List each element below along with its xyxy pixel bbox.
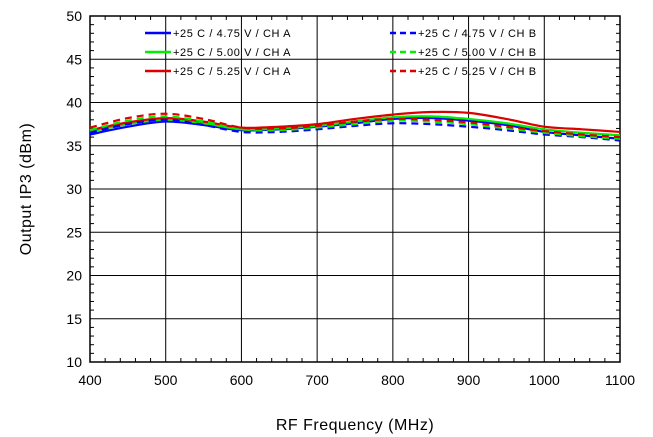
- legend-item-2: +25 C / 5.00 V / CH A: [145, 47, 291, 59]
- plot-frame: [89, 15, 621, 363]
- series-line-6: [89, 112, 621, 139]
- y-tick-label: 35: [66, 138, 82, 154]
- x-tick-label: 400: [78, 372, 102, 388]
- y-tick-label: 15: [66, 311, 82, 327]
- legend-label: +25 C / 5.00 V / CH A: [173, 47, 291, 59]
- y-tick-label: 45: [66, 51, 82, 67]
- x-tick-label: 900: [457, 372, 481, 388]
- legend-label: +25 C / 4.75 V / CH B: [418, 28, 537, 40]
- y-tick-label: 25: [66, 224, 82, 240]
- legend: +25 C / 4.75 V / CH A +25 C / 5.00 V / CH…: [145, 28, 537, 78]
- series-layer: [89, 110, 621, 142]
- legend-label: +25 C / 5.25 V / CH A: [173, 66, 291, 78]
- x-tick-labels: 400 500 600 700 800 900 1000 1100: [78, 372, 635, 388]
- legend-item-6: +25 C / 5.25 V / CH B: [390, 66, 537, 78]
- grid-lines: [89, 15, 621, 363]
- legend-item-5: +25 C / 5.00 V / CH B: [390, 47, 537, 59]
- x-tick-label: 700: [305, 372, 329, 388]
- legend-label: +25 C / 5.25 V / CH B: [418, 66, 537, 78]
- series-line-5: [89, 115, 621, 140]
- y-tick-label: 30: [66, 181, 82, 197]
- legend-item-4: +25 C / 4.75 V / CH B: [390, 28, 537, 40]
- legend-item-3: +25 C / 5.25 V / CH A: [145, 66, 291, 78]
- y-tick-label: 20: [66, 268, 82, 284]
- y-axis-title: Output IP3 (dBm): [18, 123, 35, 256]
- legend-label: +25 C / 4.75 V / CH A: [173, 28, 291, 40]
- y-tick-label: 10: [66, 354, 82, 370]
- x-tick-label: 500: [154, 372, 178, 388]
- x-tick-label: 800: [381, 372, 405, 388]
- x-tick-label: 1100: [605, 372, 635, 388]
- y-tick-labels: 10 15 20 25 30 35 40 45 50: [66, 8, 82, 370]
- legend-label: +25 C / 5.00 V / CH B: [418, 47, 537, 59]
- legend-item-1: +25 C / 4.75 V / CH A: [145, 28, 291, 40]
- y-tick-label: 40: [66, 95, 82, 111]
- series-line-3: [89, 110, 621, 134]
- x-axis-title: RF Frequency (MHz): [276, 417, 434, 434]
- series-line-4: [89, 118, 621, 142]
- x-tick-label: 600: [230, 372, 254, 388]
- y-tick-label: 50: [66, 8, 82, 24]
- x-tick-label: 1000: [529, 372, 560, 388]
